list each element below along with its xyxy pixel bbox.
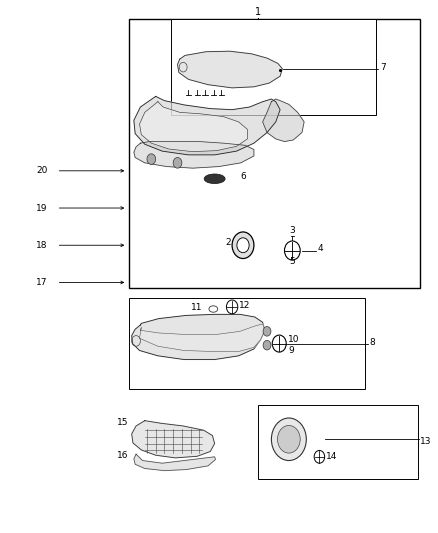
Text: 19: 19: [36, 204, 48, 213]
Circle shape: [263, 341, 271, 350]
Text: 20: 20: [36, 166, 48, 175]
Ellipse shape: [204, 174, 225, 183]
Circle shape: [285, 241, 300, 260]
Text: 17: 17: [36, 278, 48, 287]
Text: 13: 13: [420, 438, 431, 447]
Text: 3: 3: [290, 226, 295, 235]
Text: 18: 18: [36, 241, 48, 250]
Polygon shape: [140, 324, 265, 352]
Polygon shape: [132, 421, 215, 458]
Text: 10: 10: [288, 335, 300, 344]
Bar: [258, 405, 418, 479]
Circle shape: [147, 154, 155, 165]
Text: 6: 6: [241, 172, 247, 181]
Circle shape: [278, 425, 300, 453]
Circle shape: [232, 232, 254, 259]
Text: 11: 11: [191, 303, 202, 312]
Circle shape: [237, 238, 249, 253]
Text: 16: 16: [117, 451, 128, 460]
Text: 2: 2: [226, 238, 231, 247]
Polygon shape: [177, 51, 283, 88]
Polygon shape: [263, 99, 304, 142]
Circle shape: [226, 300, 238, 314]
Circle shape: [272, 418, 306, 461]
Circle shape: [173, 158, 182, 168]
Text: 5: 5: [290, 257, 295, 265]
Polygon shape: [134, 96, 280, 155]
Polygon shape: [134, 142, 254, 168]
Bar: [130, 19, 420, 288]
Text: 8: 8: [370, 338, 375, 347]
Polygon shape: [132, 314, 265, 360]
Circle shape: [263, 327, 271, 336]
Text: 12: 12: [239, 301, 251, 310]
Text: 14: 14: [326, 453, 337, 462]
Text: 15: 15: [117, 418, 128, 427]
Circle shape: [314, 450, 325, 463]
Text: 7: 7: [381, 63, 386, 71]
Circle shape: [272, 335, 286, 352]
Polygon shape: [134, 454, 215, 471]
Text: 4: 4: [317, 245, 323, 254]
Text: 9: 9: [288, 346, 294, 355]
Polygon shape: [140, 102, 247, 152]
Bar: [171, 19, 376, 115]
Text: 1: 1: [255, 7, 261, 18]
Bar: [130, 298, 365, 389]
